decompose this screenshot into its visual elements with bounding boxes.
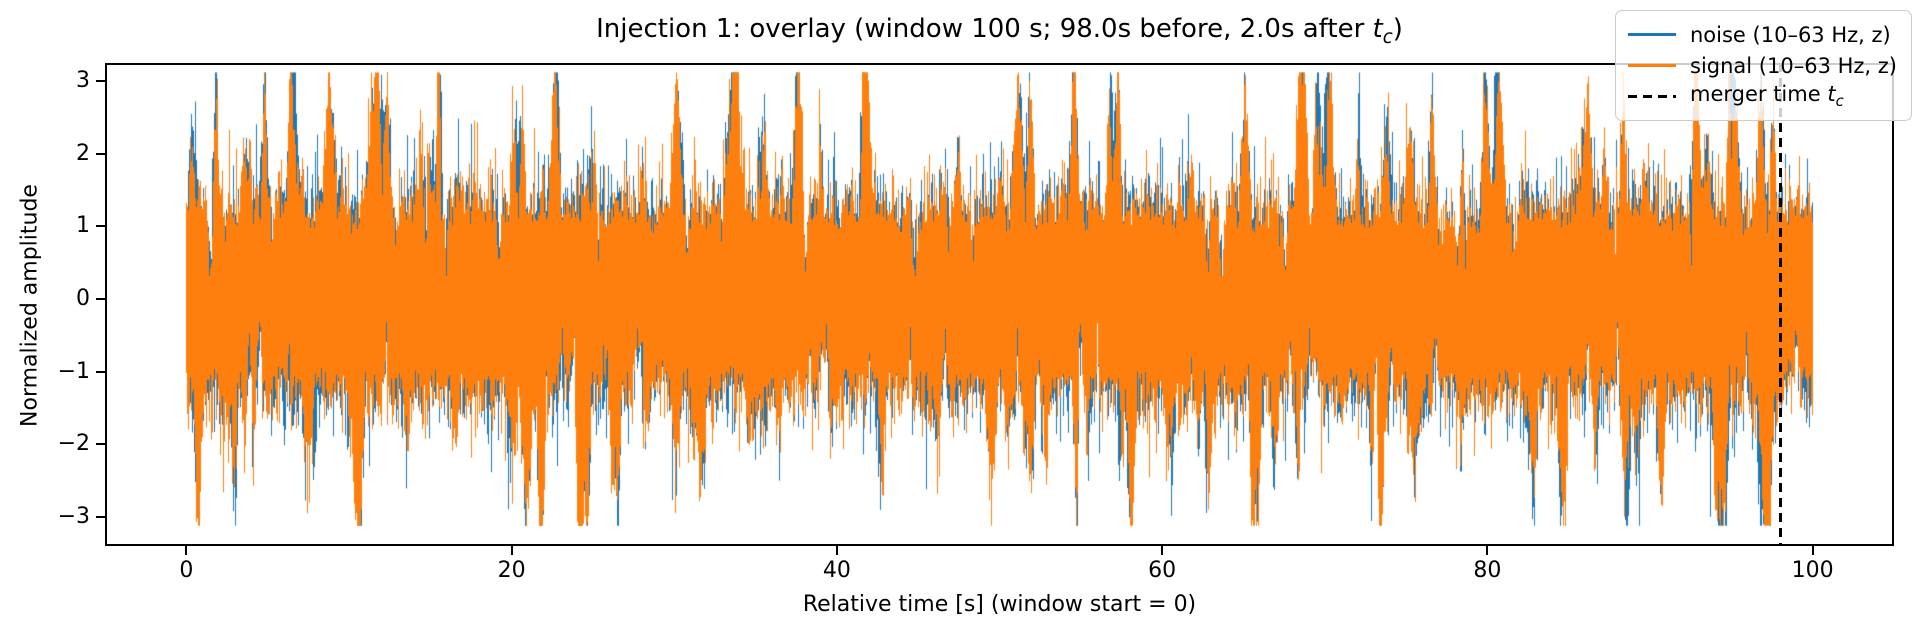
x-tick — [1811, 546, 1814, 555]
y-tick-label: −2 — [57, 431, 90, 457]
x-tick-label: 80 — [1473, 558, 1502, 583]
legend-item-signal: signal (10–63 Hz, z) — [1628, 50, 1897, 81]
legend: noise (10–63 Hz, z) signal (10–63 Hz, z)… — [1615, 10, 1912, 121]
y-tick-label: −3 — [57, 503, 90, 529]
legend-item-noise: noise (10–63 Hz, z) — [1628, 19, 1897, 50]
y-tick-label: 2 — [76, 140, 90, 166]
legend-label-noise: noise (10–63 Hz, z) — [1690, 22, 1891, 47]
y-tick-label: 0 — [76, 286, 90, 312]
y-tick-label: 1 — [76, 213, 90, 239]
y-tick-label: −1 — [57, 358, 90, 384]
x-tick — [510, 546, 513, 555]
x-tick — [1161, 546, 1164, 555]
y-tick — [96, 80, 105, 83]
x-tick — [185, 546, 188, 555]
merger-time-line — [1778, 63, 1782, 546]
chart-title-var: t — [1372, 14, 1383, 44]
y-tick — [96, 298, 105, 301]
legend-item-merger-time: merger time tc — [1628, 81, 1897, 112]
x-tick-label: 60 — [1148, 558, 1177, 583]
y-tick — [96, 225, 105, 228]
y-tick — [96, 443, 105, 446]
y-tick — [96, 370, 105, 373]
chart-title: Injection 1: overlay (window 100 s; 98.0… — [105, 14, 1894, 48]
y-tick — [96, 515, 105, 518]
x-tick — [1486, 546, 1489, 555]
chart-title-sub: c — [1382, 27, 1393, 49]
x-tick-label: 40 — [822, 558, 851, 583]
legend-label-signal: signal (10–63 Hz, z) — [1690, 53, 1897, 78]
x-axis-label: Relative time [s] (window start = 0) — [802, 592, 1197, 617]
merger-time-dashed-swatch — [1628, 94, 1676, 99]
chart-title-suffix: ) — [1392, 14, 1403, 44]
x-tick-label: 0 — [179, 558, 194, 583]
x-tick-label: 100 — [1791, 558, 1834, 583]
signal-line-swatch — [1628, 63, 1676, 68]
noise-line-swatch — [1628, 32, 1676, 37]
x-tick-label: 20 — [497, 558, 526, 583]
legend-label-merger-time: merger time tc — [1690, 82, 1844, 111]
y-tick — [96, 152, 105, 155]
waveform-canvas — [105, 63, 1894, 546]
x-tick — [835, 546, 838, 555]
chart-title-text: Injection 1: overlay (window 100 s; 98.0… — [596, 14, 1373, 44]
y-tick-label: 3 — [76, 68, 90, 94]
